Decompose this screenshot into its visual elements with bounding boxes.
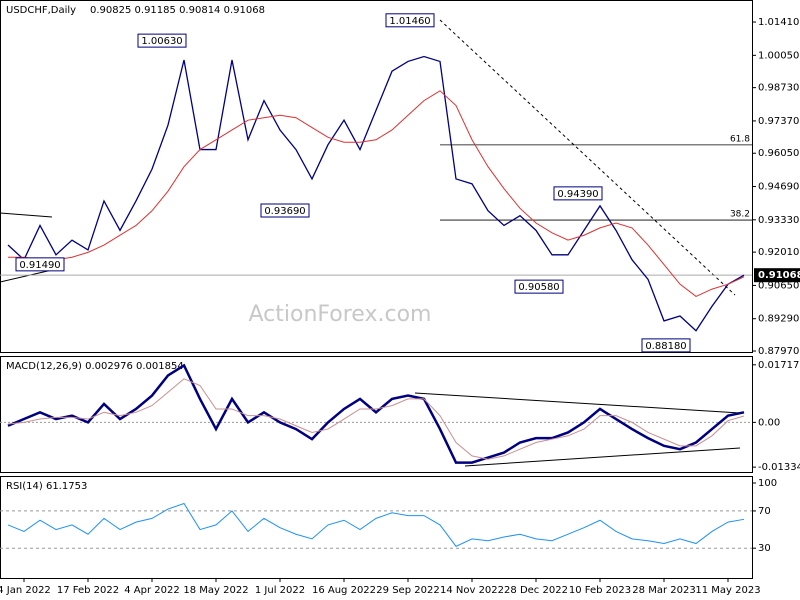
price-label-box <box>260 203 310 218</box>
price-label-box <box>641 338 691 353</box>
price-label-box <box>385 13 435 28</box>
price-label-box <box>137 33 187 48</box>
watermark: ActionForex.com <box>249 302 432 327</box>
y-tick-label: 30 <box>758 543 771 554</box>
channel-line <box>0 269 53 283</box>
x-tick-label: 4 Jan 2022 <box>0 585 51 596</box>
price-label-box <box>15 257 65 272</box>
trend-line <box>439 19 736 296</box>
price-label: 0.90580 <box>518 282 559 293</box>
x-tick-label: 10 Feb 2023 <box>569 585 631 596</box>
trend-lines <box>0 19 741 467</box>
price-label: 0.91490 <box>19 260 60 271</box>
x-tick-label: 1 Jul 2022 <box>255 585 305 596</box>
series-line <box>8 90 745 298</box>
panel-frame <box>0 476 753 579</box>
y-tick-label: 0.92010 <box>758 247 799 258</box>
x-tick-label: 28 Dec 2022 <box>504 585 568 596</box>
x-tick-label: 11 May 2023 <box>695 585 760 596</box>
series-line <box>7 378 745 460</box>
price-label-box <box>553 186 603 201</box>
panel-title: USDCHF,Daily <box>6 5 76 16</box>
panel-title: MACD(12,26,9) 0.002976 0.001854 <box>6 361 184 372</box>
x-tick-label: 28 Mar 2023 <box>632 585 695 596</box>
panel-title: RSI(14) 61.1753 <box>6 481 87 492</box>
panel-frame <box>0 0 753 353</box>
fib-label: 61.8 <box>730 134 750 144</box>
price-label: 1.01460 <box>389 16 430 27</box>
y-tick-label: 0.94690 <box>758 182 799 193</box>
x-tick-label: 16 Aug 2022 <box>312 585 376 596</box>
price-label: 1.00630 <box>141 36 182 47</box>
y-tick-label: 0.89290 <box>758 314 799 325</box>
price-label: 0.88180 <box>645 341 686 352</box>
x-tick-label: 4 Apr 2022 <box>124 585 179 596</box>
y-tick-label: 0.97370 <box>758 116 799 127</box>
series-line <box>7 363 745 464</box>
last-price-tag <box>754 268 800 283</box>
panel-subtitle: 0.90825 0.91185 0.90814 0.91068 <box>90 5 265 16</box>
macd-trend-line <box>414 392 741 414</box>
y-tick-label: 1.00050 <box>758 50 799 61</box>
x-tick-label: 18 May 2022 <box>183 585 248 596</box>
y-tick-label: -0.013346 <box>758 462 800 473</box>
macd-trend-line <box>464 447 741 467</box>
panel-frame <box>0 356 753 473</box>
x-tick-label: 14 Nov 2022 <box>440 585 504 596</box>
y-tick-label: 1.01410 <box>758 17 799 28</box>
channel-line <box>0 212 53 218</box>
last-price-label: 0.91068 <box>758 270 800 281</box>
x-tick-label: 29 Sep 2022 <box>376 585 439 596</box>
price-label: 0.94390 <box>557 189 598 200</box>
y-tick-label: 0.87970 <box>758 346 799 357</box>
y-tick-label: 0.017176 <box>758 360 800 371</box>
y-tick-label: 0.96050 <box>758 148 799 159</box>
y-tick-label: 0.00 <box>758 417 780 428</box>
price-label-box <box>514 279 564 294</box>
fib-label: 38.2 <box>730 210 750 220</box>
price-label: 0.93690 <box>264 206 305 217</box>
y-tick-label: 100 <box>758 478 777 489</box>
series-line <box>7 55 745 332</box>
y-tick-label: 0.90650 <box>758 280 799 291</box>
y-tick-label: 0.98730 <box>758 83 799 94</box>
y-tick-label: 70 <box>758 506 771 517</box>
x-tick-label: 17 Feb 2022 <box>57 585 119 596</box>
y-tick-label: 0.93330 <box>758 215 799 226</box>
series-line <box>7 502 745 547</box>
